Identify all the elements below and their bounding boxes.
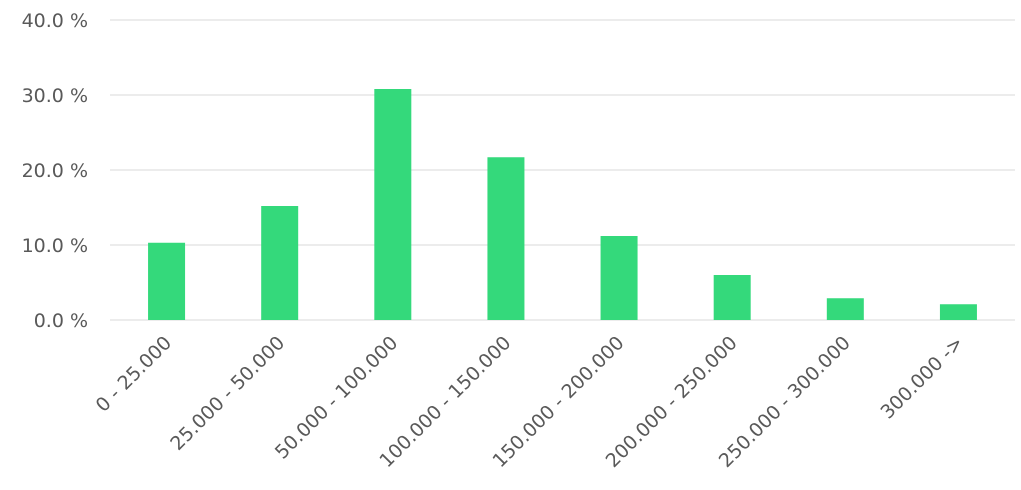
y-tick-label: 30.0 %	[22, 85, 88, 107]
bar	[826, 298, 864, 320]
bar	[487, 157, 525, 320]
x-tick-label: 0 - 25.000	[92, 332, 177, 417]
x-tick-label: 300.000 ->	[876, 332, 967, 423]
y-axis-tick-labels: 0.0 % 10.0 % 20.0 % 30.0 % 40.0 %	[22, 10, 88, 332]
bar	[374, 89, 412, 320]
x-tick-label: 50.000 - 100.000	[271, 332, 403, 464]
bar	[261, 206, 299, 320]
bar	[600, 236, 638, 320]
bar	[713, 275, 751, 320]
y-tick-label: 0.0 %	[34, 310, 88, 332]
y-tick-label: 40.0 %	[22, 10, 88, 32]
bar	[148, 242, 186, 320]
bars	[148, 89, 977, 320]
gridlines	[110, 19, 1015, 321]
y-tick-label: 10.0 %	[22, 235, 88, 257]
y-tick-label: 20.0 %	[22, 160, 88, 182]
x-tick-label: 25.000 - 50.000	[166, 332, 289, 455]
bar	[939, 304, 977, 320]
